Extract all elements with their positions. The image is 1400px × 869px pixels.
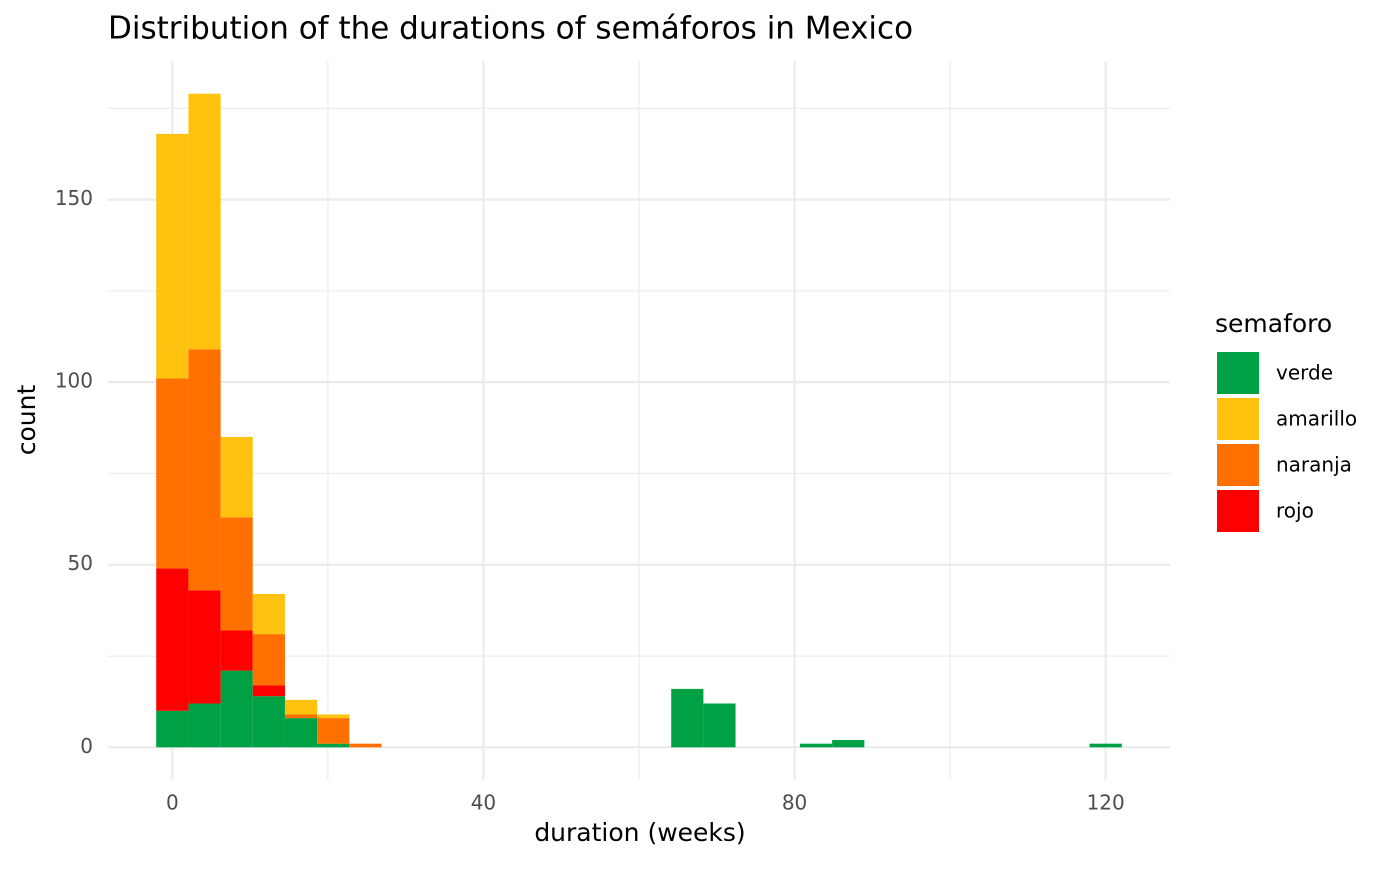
- bar: [220, 436, 253, 518]
- bar: [799, 743, 833, 748]
- bar: [317, 714, 350, 719]
- bar: [156, 378, 189, 569]
- bar: [188, 590, 221, 704]
- legend-label: rojo: [1276, 499, 1314, 523]
- bar: [284, 714, 318, 719]
- bar: [703, 703, 736, 748]
- bar: [220, 630, 253, 671]
- bar: [317, 743, 350, 748]
- y-axis-label: count: [12, 385, 41, 456]
- y-tick-label: 0: [80, 734, 93, 758]
- bar: [156, 133, 189, 379]
- bar: [349, 743, 382, 748]
- bar: [1089, 743, 1122, 748]
- bar: [284, 718, 318, 748]
- legend-label: naranja: [1276, 453, 1352, 477]
- x-tick-label: 120: [1087, 791, 1125, 815]
- bar: [188, 349, 221, 591]
- bar: [252, 685, 285, 697]
- legend-swatch: [1217, 352, 1259, 394]
- chart-title: Distribution of the durations of semáfor…: [108, 11, 913, 47]
- bar: [188, 703, 221, 748]
- x-tick-label: 80: [782, 791, 807, 815]
- bar: [252, 696, 285, 748]
- bar: [832, 740, 865, 748]
- bar: [317, 718, 350, 744]
- bar: [252, 634, 285, 686]
- legend-swatch: [1217, 490, 1259, 532]
- legend-label: verde: [1276, 361, 1333, 385]
- legend-title: semaforo: [1215, 309, 1332, 338]
- bar: [220, 670, 253, 748]
- bar: [671, 688, 704, 748]
- bar: [252, 593, 285, 635]
- bar: [188, 93, 221, 350]
- legend-swatch: [1217, 398, 1259, 440]
- y-tick-label: 150: [55, 186, 93, 210]
- legend-label: amarillo: [1276, 407, 1357, 431]
- bar: [284, 699, 318, 715]
- x-tick-label: 40: [471, 791, 496, 815]
- bar: [156, 568, 189, 711]
- y-tick-label: 50: [68, 551, 93, 575]
- x-tick-label: 0: [166, 791, 179, 815]
- y-tick-label: 100: [55, 369, 93, 393]
- bar: [156, 710, 189, 748]
- bar: [220, 517, 253, 631]
- x-axis-label: duration (weeks): [534, 818, 745, 847]
- legend-swatch: [1217, 444, 1259, 486]
